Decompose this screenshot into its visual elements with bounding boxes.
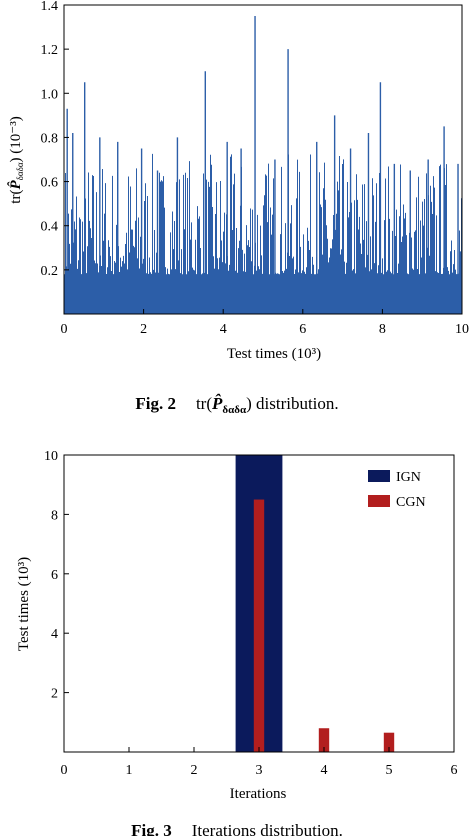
chart-trace-distribution: 0 2 4 6 8 10 0.2 0.4 0.6 0.8 1.0 1.2 1.4 Test times… xyxy=(6,0,469,416)
chart1-caption: Fig. 2 tr(P̂δαδα) distribution. xyxy=(135,394,338,416)
chart1-frame xyxy=(63,4,463,315)
chart-iterations-distribution: 0 1 2 3 4 5 6 2 4 6 8 10 Iterations Test times (10… xyxy=(16,449,458,836)
legend-swatch-cgn xyxy=(368,495,390,507)
legend-label-cgn: CGN xyxy=(396,495,426,510)
chart1-y-tick-label: 0.4 xyxy=(41,220,59,235)
chart2-x-tick-label: 0 xyxy=(61,763,68,778)
chart1-x-tick-label: 8 xyxy=(379,322,386,337)
chart2-x-tick-label: 2 xyxy=(191,763,198,778)
chart1-x-tick-label: 10 xyxy=(455,322,469,337)
bar-cgn xyxy=(318,728,330,752)
chart2-x-tick-label: 5 xyxy=(386,763,393,778)
chart2-caption: Fig. 3 Iterations distribution. xyxy=(131,821,343,836)
chart2-x-tick-label: 6 xyxy=(451,763,458,778)
chart2-y-tick-label: 8 xyxy=(51,508,58,523)
chart2-y-tick-label: 10 xyxy=(44,449,58,464)
chart2-x-axis-label: Iterations xyxy=(230,786,287,802)
chart1-y-tick-label: 1.2 xyxy=(41,43,59,58)
chart1-y-tick-label: 0.2 xyxy=(41,264,59,279)
bar-cgn xyxy=(383,732,395,752)
legend-swatch-ign xyxy=(368,470,390,482)
bar-cgn xyxy=(253,499,265,752)
chart1-x-tick-label: 2 xyxy=(140,322,147,337)
chart1-y-tick-label: 1.4 xyxy=(41,0,59,14)
chart1-y-tick-label: 0.8 xyxy=(41,131,59,146)
trace-bars xyxy=(64,16,462,314)
chart1-x-tick-label: 4 xyxy=(220,322,227,337)
chart1-y-tick-label: 0.6 xyxy=(41,176,59,191)
chart1-y-tick-label: 1.0 xyxy=(41,87,59,102)
chart2-y-axis-label: Test times (10³) xyxy=(16,557,32,651)
chart1-x-tick-label: 0 xyxy=(61,322,68,337)
chart2-legend: IGN CGN xyxy=(368,470,426,510)
chart2-x-ticks: 0 1 2 3 4 5 6 xyxy=(61,747,458,778)
chart2-y-tick-label: 4 xyxy=(51,627,58,642)
chart2-x-tick-label: 3 xyxy=(256,763,263,778)
chart1-y-axis-label: tr(P̂δαδα) (10⁻³) xyxy=(6,116,25,203)
chart1-y-ticks: 0.2 0.4 0.6 0.8 1.0 1.2 1.4 xyxy=(41,0,69,279)
chart2-x-tick-label: 4 xyxy=(321,763,328,778)
chart1-x-axis-label: Test times (10³) xyxy=(227,346,321,362)
chart2-y-tick-label: 2 xyxy=(51,687,58,702)
chart2-x-tick-label: 1 xyxy=(126,763,133,778)
chart1-x-ticks: 0 2 4 6 8 10 xyxy=(61,309,469,337)
iteration-bars xyxy=(235,455,395,752)
legend-label-ign: IGN xyxy=(396,470,421,485)
chart2-y-tick-label: 6 xyxy=(51,568,58,583)
chart1-x-tick-label: 6 xyxy=(299,322,306,337)
chart2-y-ticks: 2 4 6 8 10 xyxy=(44,449,69,702)
